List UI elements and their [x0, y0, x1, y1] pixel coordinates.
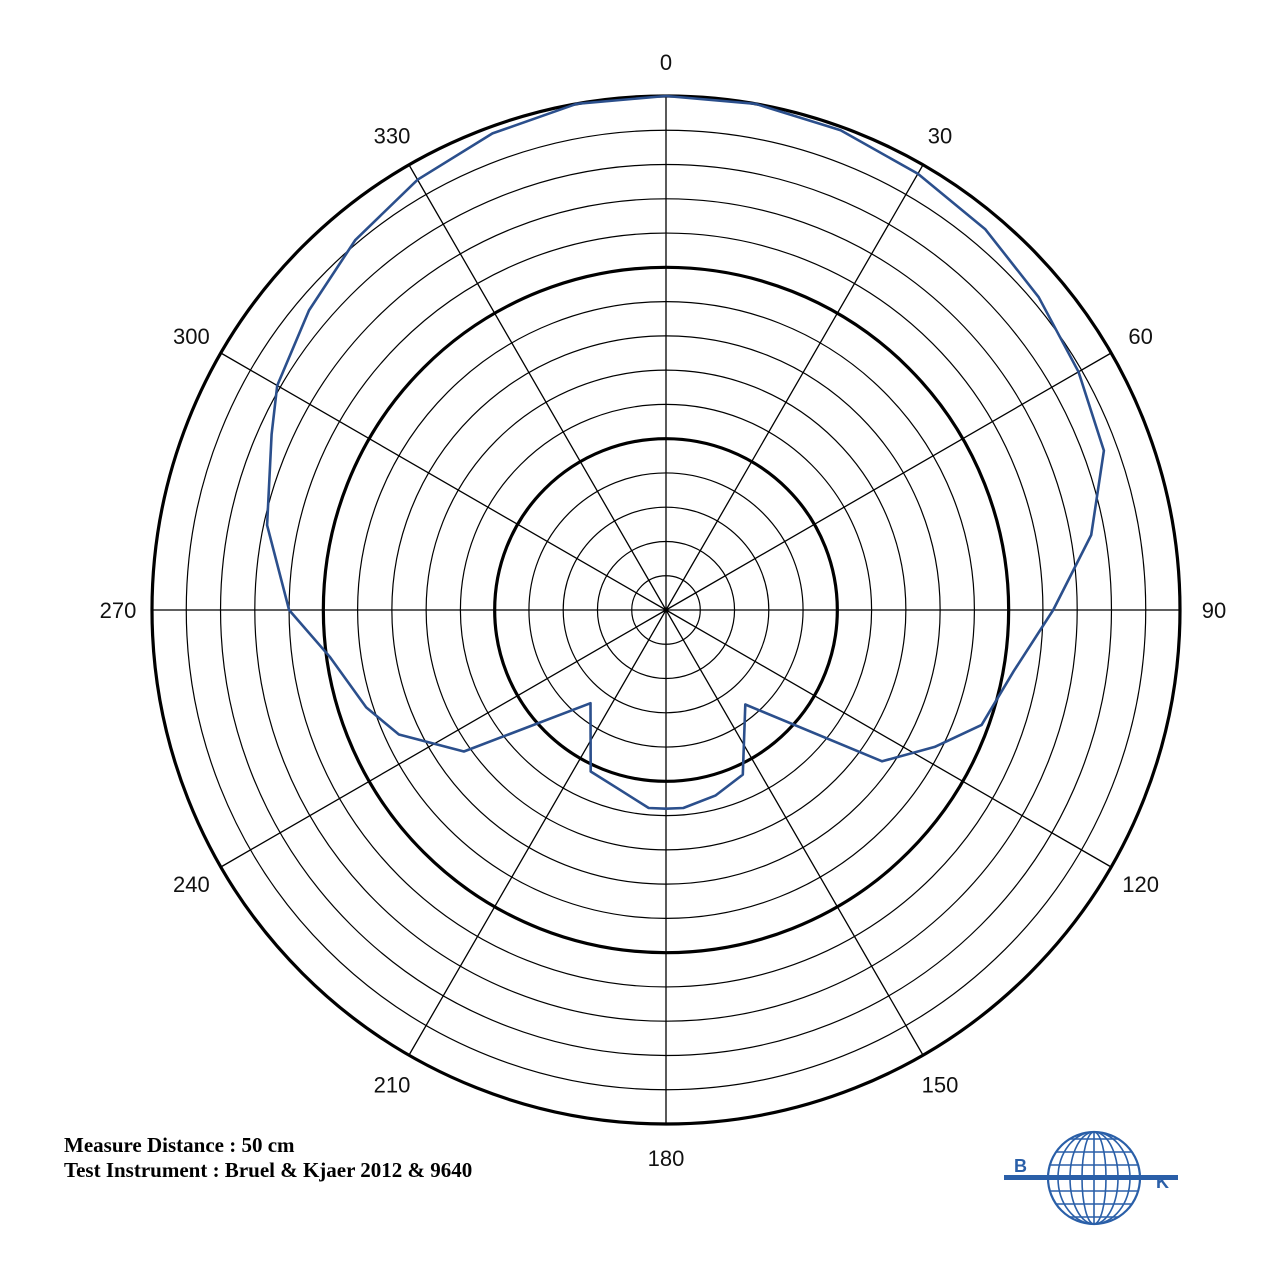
- angle-tick-label-30: 30: [928, 123, 952, 148]
- series-point: [276, 384, 279, 387]
- series-point: [266, 524, 268, 526]
- series-point: [308, 309, 310, 312]
- series-point: [589, 770, 592, 773]
- bk-logo: B K: [1004, 1130, 1178, 1226]
- series-point: [398, 733, 400, 736]
- response-series: [265, 94, 1106, 810]
- spoke-300: [220, 352, 667, 611]
- series-point: [617, 787, 619, 790]
- series-point: [491, 132, 494, 135]
- spoke-240: [220, 609, 667, 868]
- spoke-210: [408, 609, 667, 1056]
- series-point: [1077, 371, 1080, 373]
- series-point: [917, 173, 919, 175]
- series-point: [980, 724, 983, 726]
- angle-tick-label-270: 270: [100, 598, 137, 623]
- series-point: [1103, 449, 1105, 452]
- series-point: [647, 807, 650, 809]
- series-point: [1052, 609, 1054, 611]
- spoke-330: [408, 164, 667, 611]
- angle-tick-label-300: 300: [173, 324, 210, 349]
- series-point: [682, 807, 685, 809]
- series-point: [754, 103, 757, 105]
- series-point: [416, 178, 419, 181]
- test-instrument-note: Test Instrument : Bruel & Kjaer 2012 & 9…: [64, 1158, 473, 1182]
- series-point: [1090, 534, 1092, 536]
- angle-tick-label-210: 210: [374, 1073, 411, 1098]
- series-point: [354, 239, 357, 241]
- series-point: [665, 807, 667, 810]
- logo-letter-b: B: [1014, 1156, 1027, 1176]
- angle-tick-label-60: 60: [1128, 324, 1152, 349]
- spoke-150: [665, 609, 924, 1056]
- angle-tick-labels: 0 30 60 90 120 150 180 210 240 270 300 330: [100, 50, 1227, 1171]
- angle-tick-label-330: 330: [374, 123, 411, 148]
- series-point: [984, 228, 987, 231]
- angle-tick-label-0: 0: [660, 50, 672, 75]
- angle-tick-label-120: 120: [1122, 872, 1159, 897]
- globe-icon: [1004, 1130, 1178, 1226]
- series-point: [742, 773, 744, 776]
- angle-tick-label-180: 180: [648, 1146, 685, 1171]
- series-point: [1037, 296, 1040, 299]
- angle-tick-label-240: 240: [173, 872, 210, 897]
- series-point: [463, 750, 465, 753]
- series-point: [288, 609, 290, 611]
- series-point: [665, 95, 667, 97]
- series-point: [270, 433, 273, 436]
- series-point: [589, 702, 592, 704]
- spoke-30: [665, 164, 924, 611]
- series-point: [714, 794, 717, 797]
- series-point: [329, 656, 331, 658]
- spoke-60: [665, 352, 1112, 611]
- series-point: [933, 746, 936, 748]
- series-point: [1012, 670, 1015, 673]
- angle-spokes: [152, 96, 1180, 1124]
- series-point: [744, 703, 747, 706]
- series-point: [575, 103, 578, 105]
- spoke-120: [665, 609, 1112, 868]
- angle-tick-label-150: 150: [922, 1073, 959, 1098]
- measure-distance-note: Measure Distance : 50 cm: [64, 1133, 295, 1157]
- series-point: [881, 760, 883, 763]
- series-point: [839, 129, 842, 131]
- series-point: [365, 706, 368, 709]
- angle-tick-label-90: 90: [1202, 598, 1226, 623]
- logo-letter-k: K: [1156, 1172, 1169, 1192]
